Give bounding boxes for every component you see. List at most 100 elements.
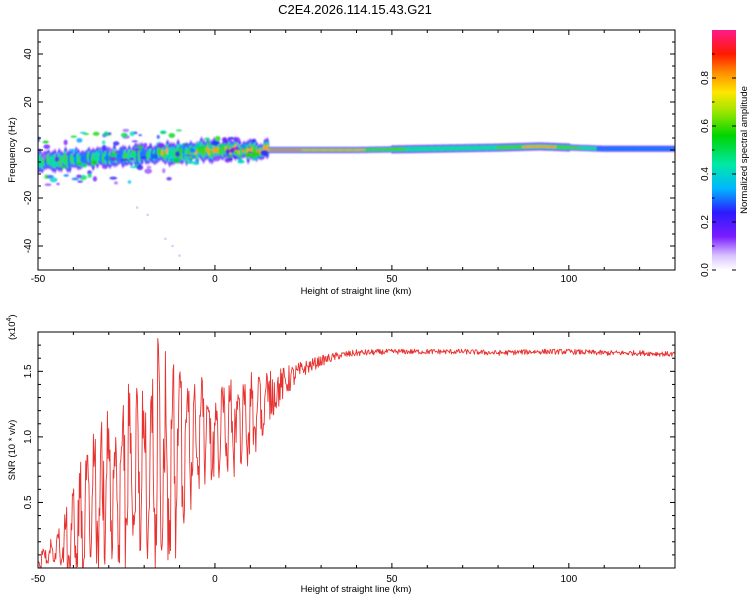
- spectrogram-noise-cell: [63, 139, 68, 146]
- spectrogram-x-tick-label: 50: [386, 274, 398, 285]
- spectrogram-noise-cell: [189, 147, 195, 153]
- snr-x-label: Height of straight line (km): [301, 584, 412, 595]
- spectrogram-outlier: [135, 206, 139, 209]
- spectrogram-y-tick-label: 20: [23, 96, 34, 108]
- spectrogram-noise-cell: [140, 156, 147, 159]
- spectrogram-outlier: [171, 244, 174, 248]
- spectrogram-noise-cell: [103, 155, 112, 161]
- spectrogram-noise-cell: [160, 131, 166, 134]
- spectrogram-noise-cell: [183, 143, 191, 146]
- spectrogram-noise-cell: [214, 135, 221, 142]
- spectrogram-noise-cell: [68, 148, 77, 153]
- snr-frame: [37, 331, 676, 569]
- figure-title: C2E4.2026.114.15.43.G21: [278, 2, 432, 17]
- spectrogram-noise-cell: [108, 148, 114, 152]
- spectrogram-cells: [38, 128, 675, 186]
- spectrogram-noise-cell: [246, 152, 254, 157]
- snr-y-tick-label: 1.5: [23, 364, 34, 378]
- spectrogram-noise-cell: [230, 147, 235, 153]
- snr-panel: -50 0 50 100 1.5 1.0 0.5 Height of straight li…: [6, 314, 676, 595]
- spectrogram-noise-cell: [194, 154, 200, 157]
- spectrogram-y-tick-label: -40: [23, 238, 34, 253]
- spectrogram-noise-cell: [156, 134, 160, 139]
- spectrogram-noise-cell: [103, 131, 109, 137]
- colorbar-label: Normalized spectral amplitude: [739, 86, 750, 214]
- spectrogram-noise-cell: [221, 143, 228, 148]
- spectrogram-x-tick-label: 0: [212, 274, 218, 285]
- spectrogram-noise-cell: [138, 134, 142, 137]
- snr-x-tick-label: 0: [212, 574, 218, 585]
- spectrogram-noise-cell: [189, 156, 195, 160]
- spectrogram-outlier: [164, 237, 167, 241]
- spectrogram-heatmap: [38, 128, 675, 257]
- spectrogram-noise-cell: [122, 128, 130, 133]
- spectrogram-noise-cell: [195, 142, 202, 148]
- spectrogram-noise-cell: [75, 162, 83, 165]
- spectrogram-noise-cell: [70, 135, 78, 138]
- spectrogram-noise-cell: [131, 140, 138, 143]
- spectrogram-noise-cell: [49, 177, 58, 183]
- spectrogram-noise-cell: [251, 138, 257, 143]
- colorbar-tick-label: 0.6: [700, 119, 711, 133]
- spectrogram-noise-cell: [114, 181, 118, 185]
- spectrogram-noise-cell: [41, 153, 48, 159]
- spectrogram-noise-cell: [234, 136, 241, 143]
- spectrogram-noise-cell: [183, 155, 189, 161]
- spectrogram-noise-cell: [97, 148, 103, 155]
- spectrogram-noise-cell: [237, 160, 245, 164]
- spectrogram-noise-cell: [175, 129, 182, 132]
- spectrogram-noise-cell: [128, 157, 135, 161]
- spectrogram-noise-cell: [79, 131, 87, 134]
- spectrogram-x-tick-label: 100: [560, 274, 577, 285]
- colorbar-ticks: 0.0 0.2 0.4 0.6 0.8: [700, 53, 736, 277]
- spectrogram-noise-cell: [247, 146, 251, 149]
- spectrogram-noise-cell: [101, 140, 106, 145]
- spectrogram-x-label: Height of straight line (km): [301, 286, 412, 297]
- spectrogram-noise-cell: [122, 155, 126, 159]
- spectrogram-noise-cell: [168, 132, 176, 138]
- spectrogram-noise-cell: [145, 146, 153, 149]
- spectrogram-noise-cell: [131, 152, 137, 158]
- spectrogram-noise-cell: [179, 144, 184, 149]
- spectrogram-noise-cell: [43, 144, 51, 150]
- colorbar-tick-label: 0.8: [700, 71, 711, 85]
- spectrogram-noise-cell: [260, 150, 269, 156]
- snr-ticks: -50 0 50 100 1.5 1.0 0.5: [23, 332, 675, 585]
- spectrogram-noise-cell: [136, 164, 144, 171]
- spectrogram-noise-cell: [255, 152, 261, 156]
- spectrogram-noise-cell: [101, 164, 108, 170]
- spectrogram-noise-cell: [165, 153, 170, 159]
- snr-x-tick-label: 100: [560, 574, 577, 585]
- spectrogram-noise-cell: [109, 176, 118, 180]
- snr-x-tick-label: -50: [31, 574, 46, 585]
- colorbar-tick-label: 0.0: [700, 263, 711, 277]
- spectrogram-noise-cell: [213, 155, 221, 162]
- spectrogram-noise-cell: [211, 140, 219, 146]
- spectrogram-noise-cell: [175, 151, 180, 157]
- spectrogram-noise-cell: [241, 143, 246, 150]
- spectrogram-noise-cell: [132, 148, 141, 152]
- spectrogram-noise-cell: [207, 141, 211, 146]
- spectrogram-noise-cell: [192, 160, 200, 165]
- spectrogram-noise-cell: [71, 177, 79, 181]
- spectrogram-noise-cell: [102, 144, 106, 150]
- spectrogram-noise-cell: [87, 173, 92, 178]
- spectrogram-y-tick-label: 0: [23, 147, 34, 153]
- spectrogram-noise-cell: [185, 160, 191, 164]
- spectrogram-noise-cell: [127, 180, 132, 184]
- spectrogram-noise-cell: [137, 145, 144, 149]
- spectrogram-noise-cell: [150, 153, 159, 159]
- spectrogram-noise-cell: [208, 146, 215, 150]
- spectrogram-noise-cell: [233, 155, 237, 160]
- spectrogram-noise-cell: [42, 140, 49, 144]
- spectrogram-noise-cell: [225, 155, 233, 158]
- spectrogram-x-tick-label: -50: [31, 274, 46, 285]
- spectrogram-noise-cell: [199, 145, 208, 149]
- spectrogram-noise-cell: [120, 132, 128, 138]
- spectrogram-noise-cell: [129, 165, 138, 169]
- spectrogram-noise-cell: [166, 177, 172, 181]
- spectrogram-noise-cell: [235, 147, 241, 151]
- spectrogram-noise-cell: [144, 168, 153, 174]
- spectrogram-noise-cell: [63, 160, 69, 166]
- spectrogram-noise-cell: [239, 155, 243, 158]
